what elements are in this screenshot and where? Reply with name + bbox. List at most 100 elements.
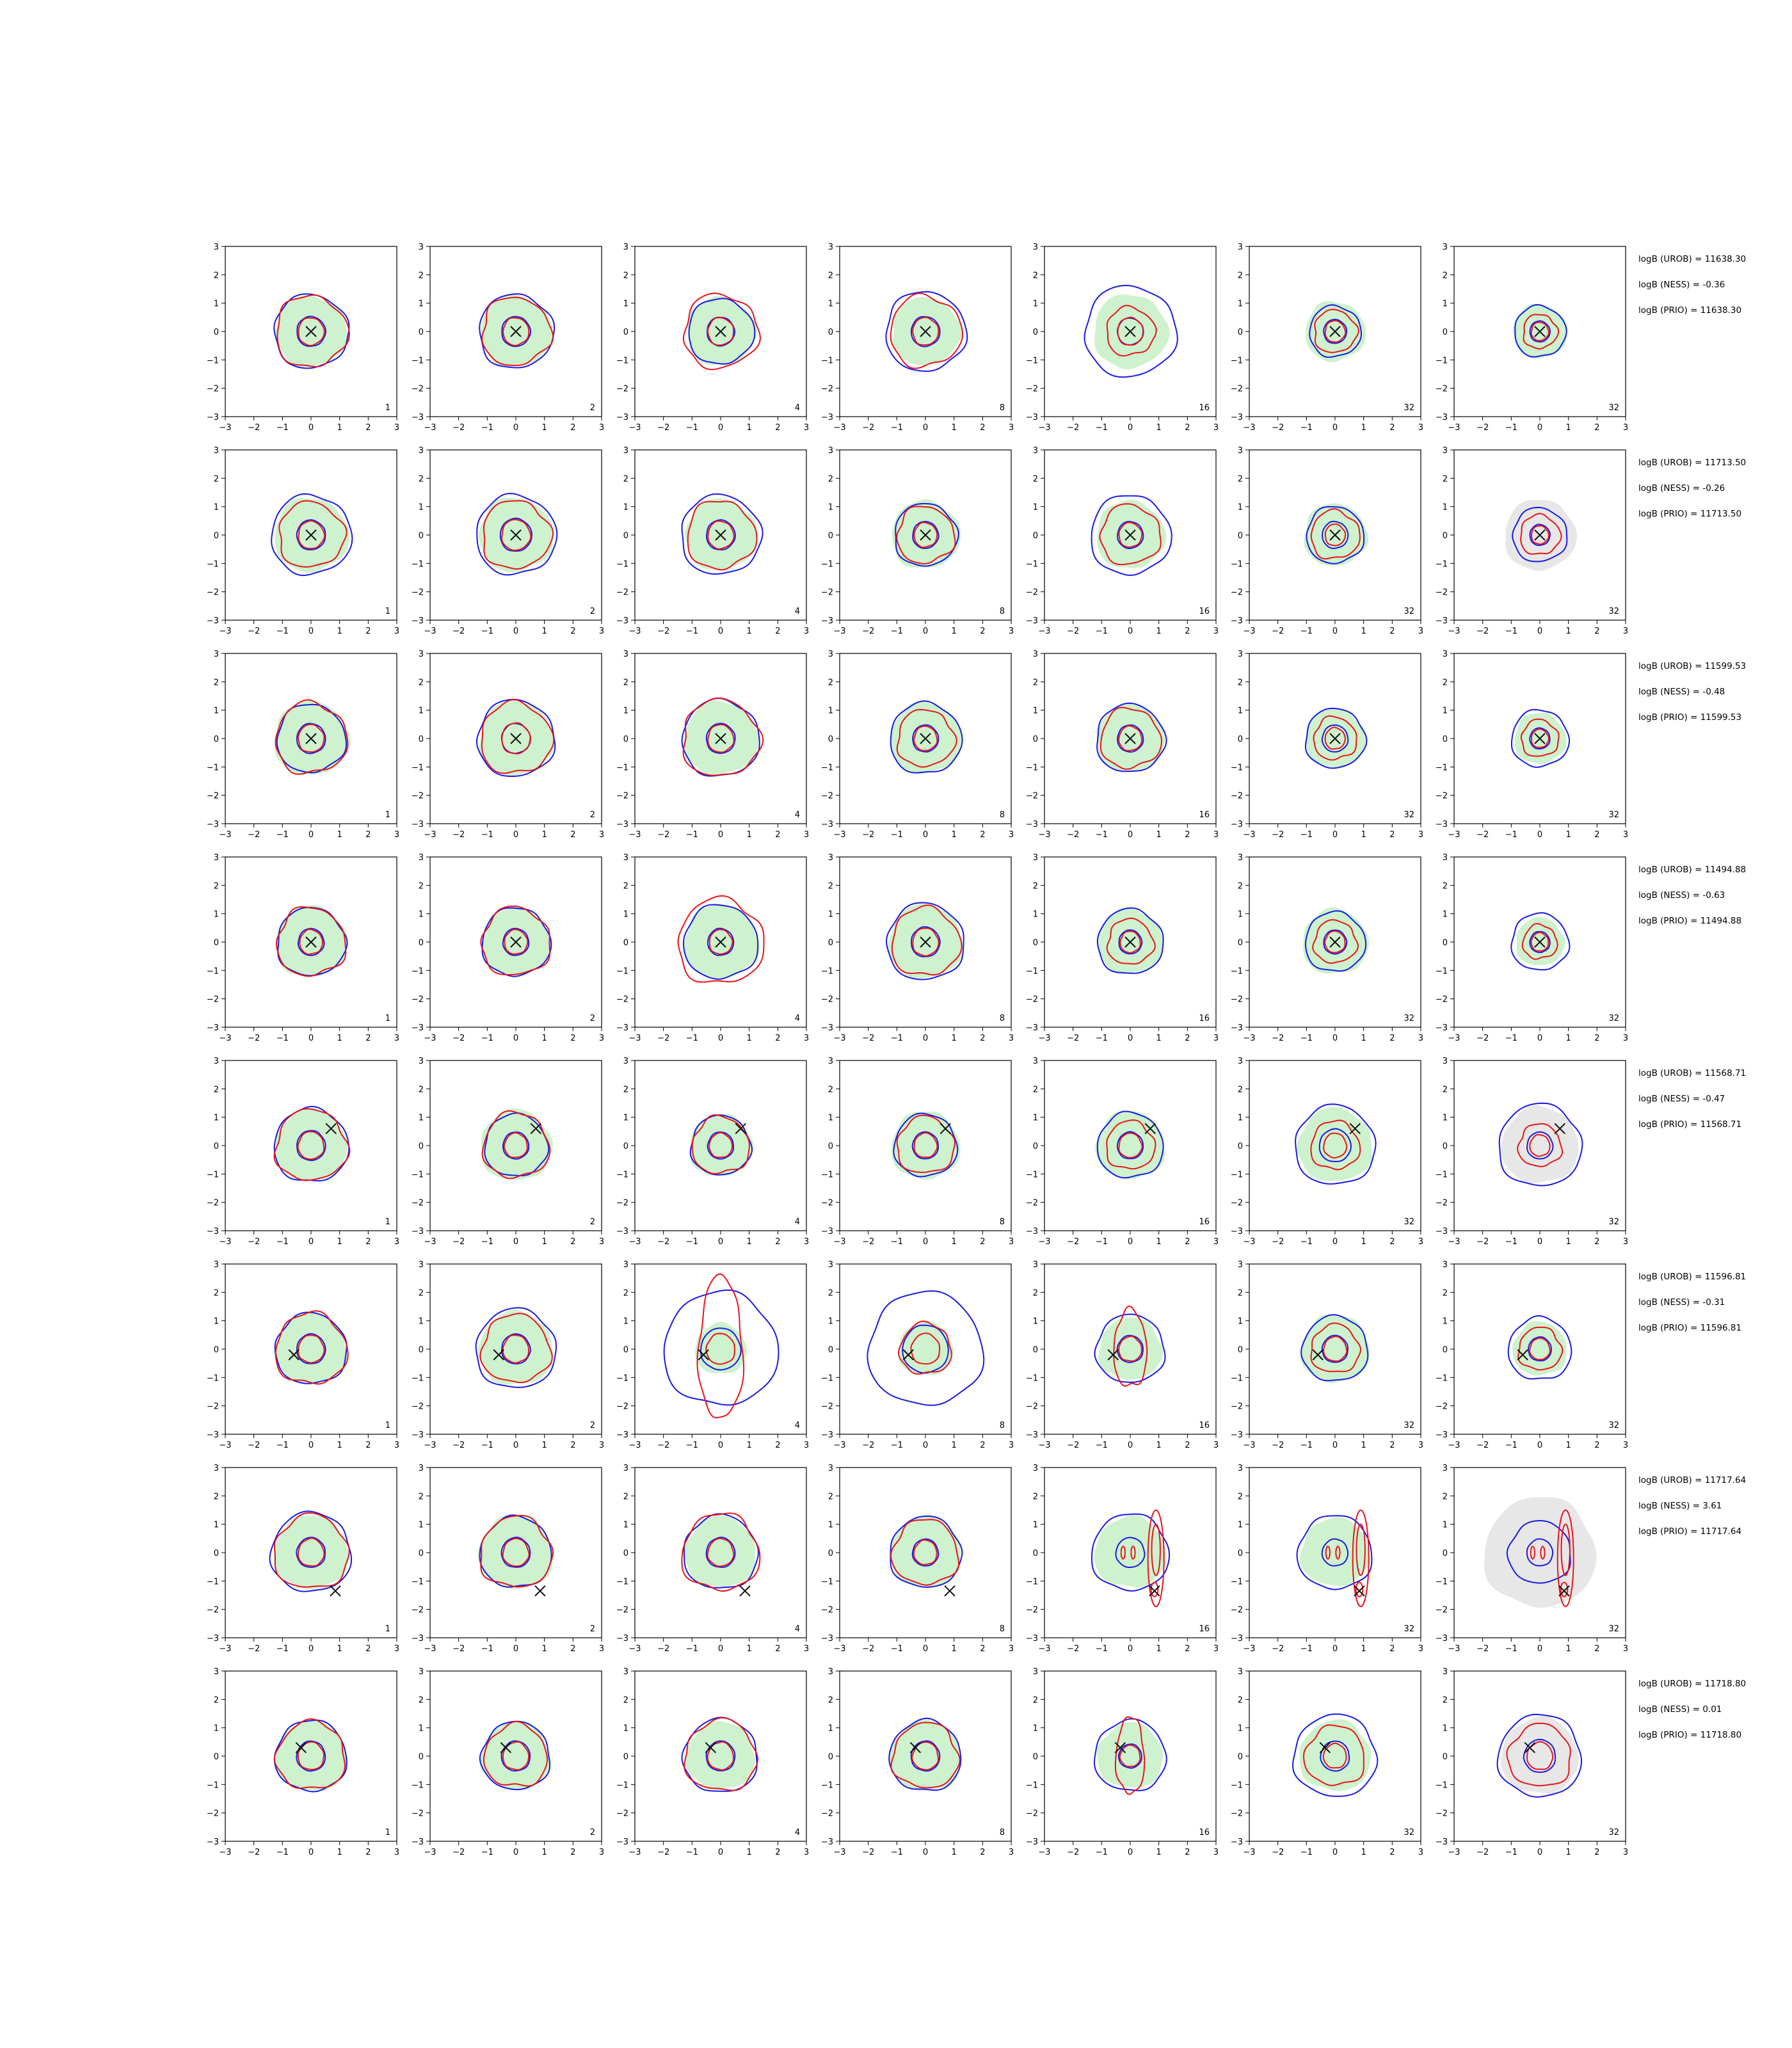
- y-tick-label: −2: [207, 1199, 219, 1208]
- y-tick-label: 1: [623, 1724, 628, 1734]
- x-tick-label: −2: [1476, 1034, 1489, 1043]
- x-tick-label: 3: [599, 1237, 604, 1247]
- y-tick-label: 0: [1238, 1549, 1243, 1558]
- blue-contour-inner: [705, 723, 736, 754]
- red-contour-inner: [1324, 524, 1347, 547]
- blue-contour-inner: [911, 1538, 940, 1567]
- true-value-marker: [288, 1349, 300, 1361]
- y-tick-label: 1: [828, 300, 833, 309]
- x-tick-label: −2: [1476, 423, 1489, 433]
- x-tick-label: 1: [337, 830, 342, 840]
- y-tick-label: −3: [1026, 413, 1038, 422]
- x-tick-label: 1: [1361, 1237, 1366, 1247]
- y-tick-label: 3: [419, 1057, 424, 1066]
- x-tick-label: 0: [513, 1848, 518, 1857]
- logb-annotation: logB (NESS) = 0.01: [1638, 1704, 1722, 1715]
- x-tick-label: 3: [599, 830, 604, 840]
- y-tick-label: 3: [1443, 1057, 1448, 1066]
- y-tick-label: −3: [1026, 1023, 1038, 1033]
- blue-contour-inner: [700, 1327, 742, 1371]
- x-tick-label: −1: [1300, 1034, 1313, 1043]
- x-tick-label: −1: [276, 1848, 289, 1857]
- true-value-marker: [1124, 733, 1136, 744]
- true-value-marker: [1534, 326, 1546, 337]
- x-tick-label: 2: [365, 1034, 371, 1043]
- y-tick-label: 3: [1033, 243, 1038, 252]
- x-tick-label: −1: [276, 1237, 289, 1247]
- y-tick-label: 2: [623, 881, 628, 891]
- x-tick-label: 1: [1361, 1848, 1366, 1857]
- y-tick-label: −1: [1026, 1577, 1038, 1587]
- y-tick-label: 0: [623, 328, 628, 337]
- x-tick-label: 1: [747, 627, 752, 636]
- x-tick-label: 1: [1566, 1441, 1571, 1450]
- y-tick-label: 0: [214, 531, 219, 541]
- y-tick-label: 1: [1443, 1317, 1448, 1327]
- x-tick-label: 2: [1594, 830, 1599, 840]
- blue-contour-inner: [912, 520, 940, 549]
- red-contour-outer: [890, 292, 964, 369]
- x-tick-label: −2: [657, 1034, 669, 1043]
- x-tick-label: −3: [1038, 1441, 1050, 1450]
- x-tick-label: 2: [570, 1441, 575, 1450]
- x-tick-label: −1: [1096, 423, 1108, 433]
- y-tick-label: −1: [821, 966, 833, 976]
- y-tick-label: −3: [412, 820, 424, 829]
- y-tick-label: −3: [1436, 1634, 1448, 1644]
- plot-area: [273, 1105, 351, 1181]
- y-tick-label: 1: [1033, 1317, 1038, 1327]
- y-tick-label: 1: [214, 1521, 219, 1530]
- y-tick-label: −3: [207, 1430, 219, 1440]
- true-value-marker: [510, 529, 522, 541]
- red-contour-right: [1130, 1546, 1136, 1560]
- panel-number-label: 4: [795, 607, 800, 616]
- y-tick-label: 2: [1238, 1695, 1243, 1705]
- y-tick-label: −3: [821, 1634, 833, 1644]
- y-tick-label: 2: [828, 1695, 833, 1705]
- y-tick-label: −2: [821, 1199, 833, 1208]
- panel-number-label: 8: [1000, 810, 1005, 820]
- x-tick-label: −2: [1272, 830, 1284, 840]
- y-tick-label: 2: [1443, 1288, 1448, 1298]
- y-tick-label: −1: [616, 763, 628, 772]
- plot-area: [273, 1718, 348, 1793]
- y-tick-label: −2: [1436, 588, 1448, 598]
- plot-area: [681, 1716, 759, 1792]
- true-value-marker: [510, 733, 522, 744]
- x-tick-label: 1: [747, 1237, 752, 1247]
- row-annotations-r6: logB (UROB) = 11596.81 logB (NESS) = -0.3…: [1638, 1272, 1746, 1333]
- y-tick-label: 0: [828, 1752, 833, 1762]
- plot-area: [1096, 907, 1164, 975]
- panel-r6-c5: −3−3 −2 −2 −1 −1 0 0 1 1 2 2 3 3 16: [1026, 1260, 1219, 1450]
- row-annotations-r4: logB (UROB) = 11494.88 logB (NESS) = -0.6…: [1638, 865, 1746, 926]
- x-tick-label: −1: [1505, 423, 1517, 433]
- x-tick-label: −2: [1476, 1848, 1489, 1857]
- x-tick-label: −3: [628, 627, 641, 636]
- red-contour-inner: [1530, 931, 1549, 952]
- plot-area: [476, 493, 558, 576]
- red-contour-outer: [278, 500, 348, 568]
- x-tick-label: −3: [628, 1237, 641, 1247]
- y-tick-label: 0: [1033, 531, 1038, 541]
- red-contour-inner: [502, 1537, 530, 1567]
- x-tick-label: 3: [1418, 1237, 1423, 1247]
- true-value-marker: [920, 326, 931, 337]
- panel-number-label: 4: [795, 1624, 800, 1634]
- y-tick-label: 3: [214, 446, 219, 456]
- green-density: [688, 296, 757, 365]
- red-contour-outer: [1106, 917, 1156, 965]
- y-tick-label: −2: [412, 1809, 424, 1819]
- red-contour-outer: [481, 296, 554, 366]
- blue-contour-outer: [1091, 495, 1172, 576]
- panel-r6-c1: −3−3 −2 −2 −1 −1 0 0 1 1 2 2 3 3 1: [207, 1260, 399, 1450]
- x-tick-label: −3: [833, 1644, 845, 1654]
- plot-area: [1096, 702, 1167, 772]
- y-tick-label: −1: [1026, 356, 1038, 365]
- y-tick-label: 0: [1238, 938, 1243, 948]
- x-tick-label: 3: [1418, 830, 1423, 840]
- x-tick-label: 2: [365, 1644, 371, 1654]
- y-tick-label: 2: [419, 1288, 424, 1298]
